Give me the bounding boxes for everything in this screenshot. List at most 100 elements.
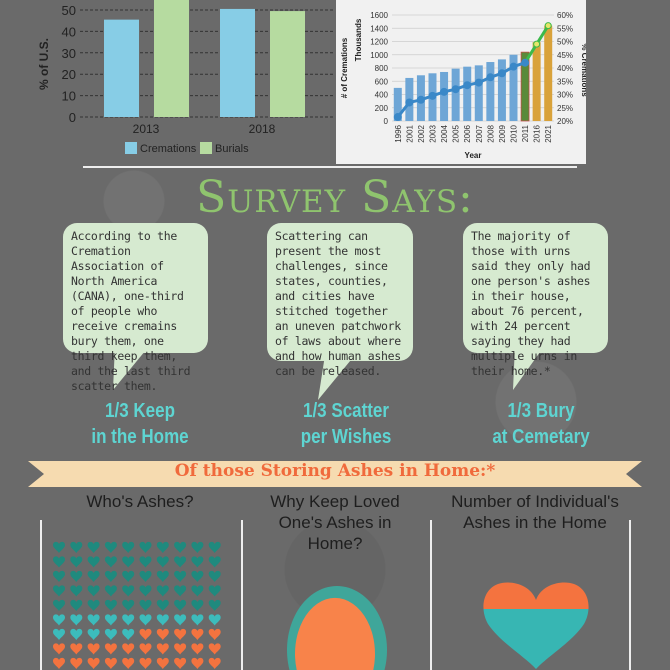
y-tick-label: 0 bbox=[384, 117, 389, 126]
heart-icon bbox=[70, 585, 83, 597]
heart-icon bbox=[104, 585, 117, 597]
line-point bbox=[486, 73, 495, 82]
ribbon-banner bbox=[28, 461, 642, 487]
column-title-number: Number of Individual's Ashes in the Home bbox=[451, 492, 619, 532]
stat-line: at Cemetary bbox=[492, 426, 590, 448]
y2-tick-label: 35% bbox=[557, 77, 573, 86]
line-point bbox=[440, 87, 449, 96]
heart-icon bbox=[191, 628, 204, 640]
bar-burials-2013 bbox=[154, 0, 189, 117]
heart-icon bbox=[139, 556, 152, 568]
divider bbox=[83, 166, 577, 168]
heart-icon bbox=[191, 643, 204, 655]
bar-chart-us: 0 10 20 30 40 50 % of U.S. 2013 2018 Cremations Bu… bbox=[37, 0, 335, 155]
heart-icon bbox=[156, 585, 169, 597]
y-tick-label: 1200 bbox=[370, 38, 388, 47]
heart-icon bbox=[104, 599, 117, 611]
heart-icon bbox=[208, 585, 221, 597]
heart-icon bbox=[191, 657, 204, 669]
heart-icon bbox=[87, 614, 100, 626]
x-tick-label: 2005 bbox=[452, 124, 461, 142]
heart-icon bbox=[139, 541, 152, 553]
line-point bbox=[533, 40, 541, 48]
survey-title: Survey Says: bbox=[196, 172, 474, 223]
heart-icon bbox=[208, 541, 221, 553]
heart-icon bbox=[139, 643, 152, 655]
stat-line: 1/3 Keep bbox=[105, 400, 175, 422]
y2-tick-label: 20% bbox=[557, 117, 573, 126]
y-axis-label: % of U.S. bbox=[37, 38, 51, 90]
bar-2011 bbox=[520, 51, 530, 122]
heart-icon bbox=[53, 657, 65, 669]
heart-icon bbox=[156, 628, 169, 640]
heart-icon bbox=[87, 541, 100, 553]
x-tick-label: 2008 bbox=[486, 124, 495, 142]
stat-scatter: 1/3 Scatter per Wishes bbox=[278, 398, 414, 450]
heart-top-orange bbox=[483, 582, 589, 609]
column-divider bbox=[40, 520, 42, 670]
bar-2005 bbox=[451, 68, 460, 121]
bar-burials-2018 bbox=[270, 11, 305, 117]
stat-line: 1/3 Scatter bbox=[302, 400, 389, 422]
x-tick-label: 2021 bbox=[544, 124, 553, 142]
stat-keep: 1/3 Keep in the Home bbox=[72, 398, 208, 450]
legend-label: Cremations bbox=[140, 143, 197, 155]
heart-icon bbox=[87, 628, 100, 640]
heart-icon bbox=[122, 628, 135, 640]
heart-icon bbox=[122, 643, 135, 655]
heart-icon bbox=[191, 556, 204, 568]
heart-icon bbox=[174, 585, 187, 597]
x-tick-label: 2018 bbox=[249, 122, 276, 136]
heart-icon bbox=[122, 614, 135, 626]
heart-icon bbox=[70, 628, 83, 640]
heart-icon bbox=[174, 599, 187, 611]
heart-icon bbox=[104, 657, 117, 669]
heart-icon bbox=[208, 599, 221, 611]
stat-line: 1/3 Bury bbox=[507, 400, 575, 422]
heart-icon bbox=[53, 585, 65, 597]
speech-bubble-scatter: Scattering can present the most challeng… bbox=[267, 223, 413, 378]
bar-2008 bbox=[486, 62, 495, 121]
y-axis-label: # of Cremations bbox=[340, 37, 349, 98]
line-point bbox=[405, 98, 414, 107]
bar-2006 bbox=[463, 66, 472, 121]
x-tick-label: 2013 bbox=[133, 122, 160, 136]
heart-icon bbox=[174, 643, 187, 655]
heart-icon bbox=[139, 599, 152, 611]
heart-icon bbox=[174, 541, 187, 553]
heart-icon bbox=[208, 570, 221, 582]
heart-icon bbox=[156, 599, 169, 611]
heart-icon bbox=[70, 556, 83, 568]
line-point bbox=[416, 95, 425, 104]
y2-tick-label: 45% bbox=[557, 51, 573, 60]
legend-swatch bbox=[200, 142, 212, 154]
heart-icon bbox=[53, 556, 65, 568]
x-tick-label: 2006 bbox=[463, 124, 472, 142]
heart-icon bbox=[174, 570, 187, 582]
heart-icon bbox=[156, 570, 169, 582]
column-divider bbox=[241, 520, 243, 670]
y-tick-label: 30 bbox=[62, 46, 76, 61]
bubble-tail bbox=[513, 345, 545, 390]
x-tick-label: 1996 bbox=[394, 124, 403, 142]
heart-icon bbox=[70, 541, 83, 553]
heart-icon bbox=[104, 570, 117, 582]
x-axis-label: Year bbox=[465, 151, 482, 160]
heart-icon bbox=[53, 541, 65, 553]
line-point bbox=[393, 113, 402, 122]
line-point bbox=[474, 78, 483, 87]
heart-icon bbox=[139, 614, 152, 626]
y-tick-label: 400 bbox=[375, 91, 389, 100]
line-point bbox=[521, 58, 530, 67]
heart-icon bbox=[70, 643, 83, 655]
bar-2010 bbox=[509, 54, 518, 121]
y-tick-label: 800 bbox=[375, 64, 389, 73]
line-point bbox=[544, 22, 552, 30]
heart-grid bbox=[53, 541, 221, 669]
heart-icon bbox=[53, 628, 65, 640]
column-title-whos: Who's Ashes? bbox=[86, 492, 194, 511]
heart-icon bbox=[70, 657, 83, 669]
line-point bbox=[497, 69, 506, 78]
heart-icon bbox=[87, 585, 100, 597]
heart-icon bbox=[156, 541, 169, 553]
